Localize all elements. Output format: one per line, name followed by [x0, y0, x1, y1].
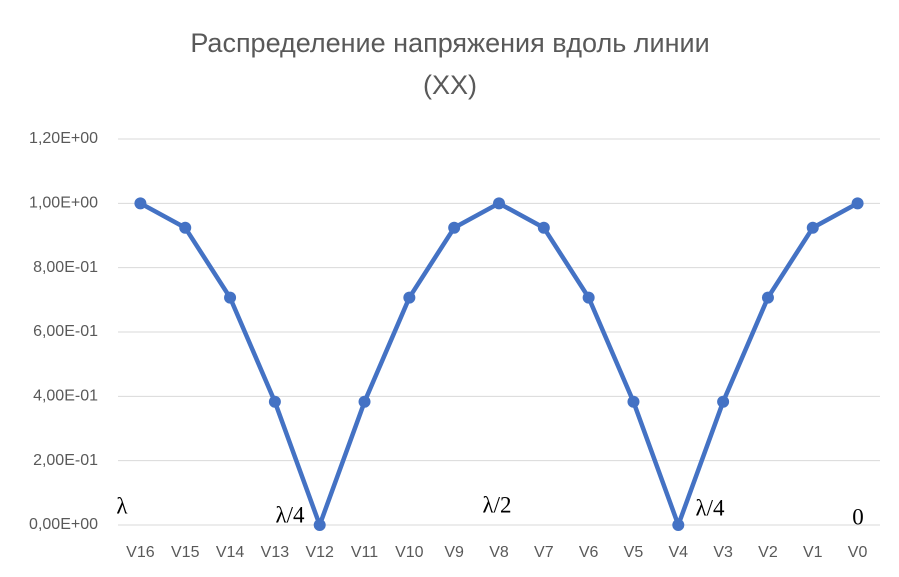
- annotation: λ/4: [695, 495, 725, 520]
- annotation: 0: [852, 504, 864, 529]
- y-tick-label: 0,00E+00: [29, 516, 98, 533]
- marker: [582, 291, 595, 304]
- marker: [313, 519, 326, 531]
- x-tick-label: V2: [758, 544, 778, 561]
- x-tick-label: V15: [171, 544, 200, 561]
- marker: [134, 197, 147, 210]
- x-tick-label: V7: [534, 544, 554, 561]
- marker: [358, 395, 371, 408]
- x-tick-label: V1: [803, 544, 823, 561]
- marker: [717, 395, 730, 408]
- x-tick-label: V3: [713, 544, 733, 561]
- x-tick-label: V11: [351, 544, 378, 561]
- x-tick-label: V14: [216, 544, 245, 561]
- marker: [179, 221, 192, 234]
- x-tick-label: V12: [305, 544, 334, 561]
- y-tick-label: 6,00E-01: [33, 323, 98, 340]
- y-tick-label: 2,00E-01: [33, 452, 98, 469]
- marker: [224, 291, 237, 304]
- series-line: [139, 201, 859, 528]
- marker: [761, 291, 774, 304]
- marker: [268, 395, 281, 408]
- marker: [672, 519, 685, 531]
- marker: [403, 291, 416, 304]
- chart-title: Распределение напряжения вдоль линии (XX…: [190, 28, 710, 100]
- annotation: λ/4: [275, 502, 305, 527]
- x-tick-label: V13: [261, 544, 290, 561]
- x-tick-label: V8: [489, 544, 509, 561]
- marker: [851, 197, 864, 210]
- x-tick-label: V9: [444, 544, 464, 561]
- marker: [448, 221, 461, 234]
- x-tick-label: V0: [848, 544, 868, 561]
- annotation: λ: [116, 493, 128, 518]
- x-tick-label: V6: [579, 544, 599, 561]
- marker: [537, 221, 550, 234]
- marker: [806, 221, 819, 234]
- annotation: λ/2: [482, 492, 511, 517]
- y-tick-label: 1,20E+00: [29, 130, 98, 147]
- y-tick-label: 1,00E+00: [29, 195, 98, 212]
- y-tick-label: 8,00E-01: [33, 259, 98, 276]
- x-tick-label: V4: [669, 544, 689, 561]
- x-tick-label: V16: [126, 544, 155, 561]
- x-tick-label: V5: [624, 544, 644, 561]
- y-tick-label: 4,00E-01: [33, 388, 98, 405]
- marker: [493, 197, 505, 210]
- marker: [627, 395, 640, 408]
- x-tick-label: V10: [395, 544, 424, 561]
